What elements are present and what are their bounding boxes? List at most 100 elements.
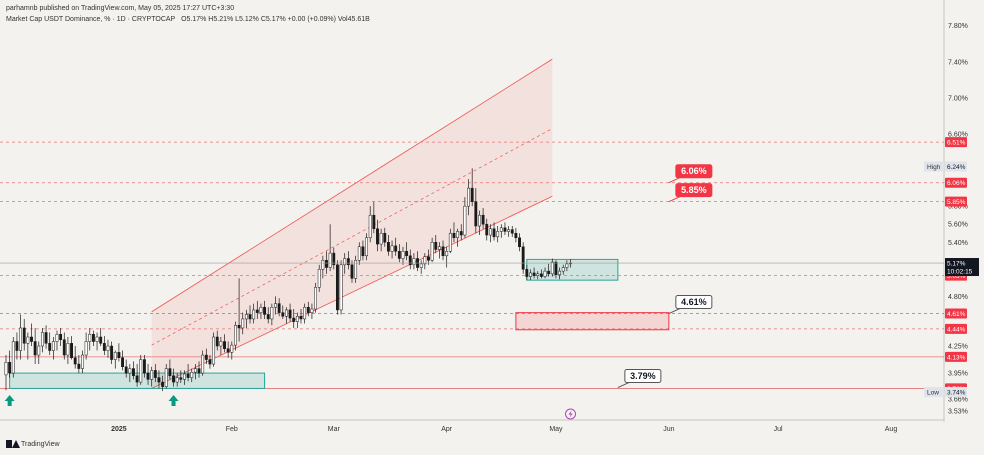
candle-body[interactable] [346, 258, 350, 266]
candle-body[interactable] [514, 232, 518, 239]
candle-body[interactable] [314, 287, 318, 310]
candle-body[interactable] [467, 187, 470, 207]
candle-body[interactable] [496, 231, 500, 238]
candle-body[interactable] [33, 341, 37, 356]
candle-body[interactable] [161, 381, 165, 387]
candle-body[interactable] [146, 372, 150, 380]
candle-body[interactable] [84, 341, 88, 356]
candle-body[interactable] [270, 306, 274, 320]
candle-body[interactable] [179, 377, 183, 380]
candle-body[interactable] [357, 246, 361, 261]
candle-body[interactable] [368, 214, 372, 239]
candle-body[interactable] [55, 334, 59, 342]
candle-body[interactable] [332, 252, 336, 266]
candle-body[interactable] [95, 336, 99, 342]
candle-body[interactable] [22, 327, 26, 344]
candle-body[interactable] [135, 375, 139, 383]
candle-body[interactable] [558, 270, 562, 275]
candle-body[interactable] [492, 228, 496, 238]
candle-body[interactable] [252, 309, 256, 320]
candle-body[interactable] [350, 264, 354, 279]
candle-body[interactable] [394, 245, 398, 252]
candle-body[interactable] [106, 345, 110, 351]
candle-body[interactable] [11, 341, 15, 374]
candle-body[interactable] [215, 336, 219, 347]
candle-body[interactable] [499, 227, 503, 232]
candle-body[interactable] [434, 242, 438, 250]
candle-body[interactable] [478, 214, 481, 227]
candle-body[interactable] [303, 306, 307, 320]
candle-body[interactable] [488, 228, 492, 236]
candle-body[interactable] [445, 251, 449, 257]
candle-body[interactable] [62, 339, 66, 356]
candle-body[interactable] [255, 309, 259, 313]
candle-body[interactable] [59, 334, 63, 340]
candle-body[interactable] [219, 341, 223, 347]
candle-body[interactable] [507, 229, 511, 232]
candle-body[interactable] [30, 336, 33, 342]
candle-body[interactable] [201, 354, 205, 374]
candle-body[interactable] [281, 312, 285, 317]
candle-body[interactable] [474, 201, 478, 227]
callout-box[interactable] [675, 295, 713, 310]
candle-body[interactable] [325, 260, 328, 268]
candle-body[interactable] [321, 260, 325, 270]
candle-body[interactable] [8, 362, 12, 374]
candle-body[interactable] [4, 362, 8, 376]
candle-body[interactable] [37, 345, 41, 356]
candle-body[interactable] [183, 373, 186, 380]
candle-body[interactable] [237, 325, 241, 329]
candle-body[interactable] [73, 357, 77, 365]
candle-body[interactable] [19, 327, 23, 351]
candle-body[interactable] [459, 231, 463, 236]
candle-body[interactable] [328, 252, 332, 268]
candle-body[interactable] [295, 315, 299, 322]
candle-body[interactable] [110, 345, 114, 360]
candle-body[interactable] [412, 258, 416, 266]
candle-body[interactable] [70, 343, 73, 358]
tradingview-logo[interactable]: TradingView [6, 440, 60, 448]
candle-body[interactable] [113, 352, 117, 360]
candle-body[interactable] [386, 242, 390, 252]
candle-body[interactable] [186, 373, 190, 378]
candle-body[interactable] [81, 354, 84, 369]
candle-body[interactable] [259, 306, 263, 313]
candle-body[interactable] [339, 264, 343, 311]
candle-body[interactable] [430, 242, 434, 261]
lightning-icon[interactable] [565, 408, 577, 420]
candle-body[interactable] [88, 334, 92, 342]
candle-body[interactable] [40, 332, 44, 347]
candle-body[interactable] [419, 263, 423, 268]
candle-body[interactable] [168, 368, 172, 377]
candle-body[interactable] [190, 371, 194, 378]
candle-body[interactable] [539, 273, 543, 277]
candle-body[interactable] [121, 357, 124, 368]
candle-body[interactable] [51, 341, 55, 351]
callout-box[interactable] [675, 183, 713, 198]
candle-body[interactable] [390, 245, 394, 252]
candle-body[interactable] [102, 343, 106, 351]
candle-body[interactable] [66, 343, 70, 356]
candle-body[interactable] [401, 251, 405, 259]
candle-body[interactable] [503, 227, 507, 232]
candle-body[interactable] [157, 377, 161, 383]
candle-body[interactable] [561, 267, 565, 272]
candle-body[interactable] [128, 368, 132, 374]
candle-body[interactable] [26, 336, 30, 344]
candle-body[interactable] [204, 354, 208, 360]
candle-body[interactable] [91, 334, 95, 342]
candle-body[interactable] [164, 368, 168, 387]
candle-body[interactable] [124, 366, 128, 374]
candle-body[interactable] [285, 309, 288, 317]
candle-body[interactable] [529, 272, 532, 277]
callout-box[interactable] [675, 164, 713, 179]
callout-box[interactable] [624, 369, 662, 384]
candle-body[interactable] [44, 332, 48, 344]
candle-body[interactable] [361, 246, 365, 257]
candle-body[interactable] [518, 237, 521, 248]
candle-body[interactable] [452, 232, 456, 239]
candle-body[interactable] [427, 256, 430, 261]
candle-body[interactable] [99, 336, 103, 344]
candle-body[interactable] [142, 359, 146, 374]
candle-body[interactable] [223, 341, 226, 349]
